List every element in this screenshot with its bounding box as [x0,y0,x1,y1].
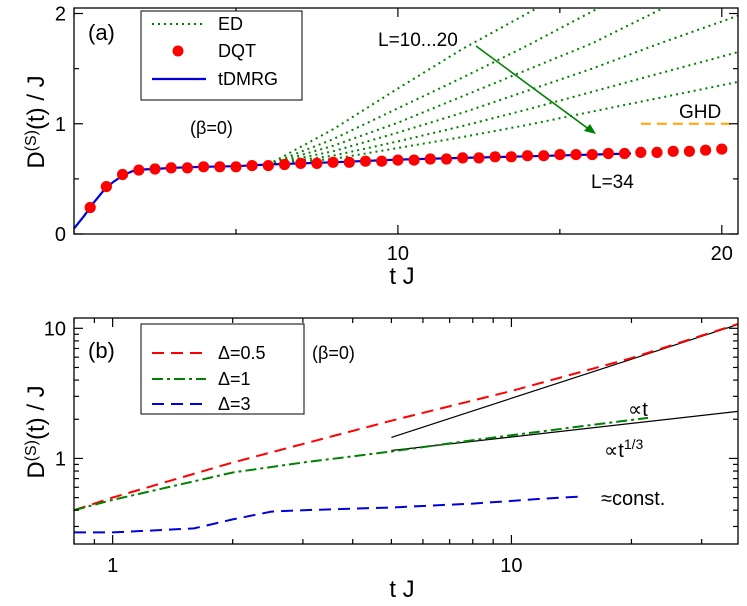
y-tick-label-a: 1 [55,114,66,136]
dqt-point [700,144,712,156]
dqt-point [359,155,372,167]
dqt-point [602,147,615,160]
const-annotation: ≈const. [601,488,665,510]
dqt-point [295,157,307,169]
dqt-point [165,162,177,174]
dqt-point [392,154,404,166]
dqt-point [521,150,534,162]
dqt-point [117,168,129,181]
dqt-point [667,145,679,157]
dqt-point [181,162,193,174]
delta-curves [74,323,738,534]
dqt-point [100,181,112,193]
panel-a: 10 20 0 1 2 (a) (β=0) L=10...20 L=34 GHD ED … [23,4,739,290]
dqt-point [473,152,485,164]
y-tick-label-a: 2 [55,4,66,26]
legend-dqt-swatch [172,45,184,57]
x-tick-label-b: 10 [500,555,522,577]
dqt-point [84,201,96,214]
legend-delta05-label: Δ=0.5 [218,343,266,363]
dqt-point [376,155,388,167]
legend-a-box [140,10,303,101]
dqt-point [311,157,323,169]
legend-a: ED DQT tDMRG [140,10,303,101]
ed-curve-l18 [268,51,738,166]
dqt-point [651,146,663,158]
xlabel-a: t J [389,263,414,290]
x-tick-label-a: 10 [387,243,409,265]
dqt-point [262,160,274,172]
guide-lines [391,323,738,452]
l-range-annotation: L=10...20 [378,30,458,51]
ed-curves [267,8,738,166]
panel-b-ticks: 1 10 1 10 [44,318,738,577]
dqt-point [278,158,291,171]
delta-curve-2 [74,495,582,534]
dqt-point [457,152,469,164]
beta-annotation-b: (β=0) [312,343,355,363]
dqt-point [343,156,355,168]
dqt-point [214,161,226,173]
dqt-point [327,156,339,168]
ghd-annotation: GHD [679,102,721,123]
legend-b: Δ=0.5 Δ=1 Δ=3 [140,323,305,415]
dqt-point [683,145,696,157]
y-tick-label-a: 0 [55,224,66,246]
dqt-point [408,154,420,166]
panel-b: 1 10 1 10 (b) (β=0) ∝t ∝t1/3 ≈const. Δ=0.5 … [23,317,739,603]
ed-curve-l20 [268,80,738,166]
panel-a-label: (a) [88,20,115,45]
dqt-point [505,151,517,163]
dqt-point [133,164,145,176]
legend-b-box [140,323,305,415]
panel-b-frame [73,317,739,545]
dqt-point [198,161,210,173]
dqt-point [230,161,242,173]
x-tick-label-b: 1 [107,555,118,577]
l34-annotation: L=34 [591,172,634,193]
dqt-point [570,149,582,161]
dqt-point [424,153,436,165]
ylabel-b: D(S)(t) / J [23,385,51,478]
legend-ed-label: ED [218,14,243,34]
y-tick-label-b: 10 [44,318,66,340]
beta-annotation-a: (β=0) [190,118,233,138]
ed-curve-l14 [268,8,664,166]
legend-delta1-label: Δ=1 [218,369,251,389]
legend-dqt-label: DQT [218,41,256,61]
dqt-point [149,163,161,175]
dqt-point [716,143,728,155]
dqt-point [538,150,550,162]
panel-b-label: (b) [88,338,115,363]
xlabel-b: t J [389,576,414,603]
ylabel-a: D(S)(t) / J [23,75,51,168]
x-tick-label-a: 20 [711,243,733,265]
prop-t13-annotation: ∝t1/3 [604,436,644,462]
legend-delta3-label: Δ=3 [218,394,251,414]
ed-curve-l10 [267,8,538,166]
panel-a-frame [73,7,739,235]
l-range-arrowhead [584,124,596,134]
dqt-point [554,149,566,161]
dqt-point [489,151,501,163]
delta-curve-0 [74,323,738,512]
delta-curve-1 [74,416,649,512]
dqt-point [635,146,647,158]
dqt-points [84,143,728,214]
dqt-point [619,147,631,160]
ed-curve-l16 [268,14,738,166]
dqt-point [246,160,258,172]
dqt-point [440,153,453,165]
y-tick-label-b: 1 [55,448,66,470]
panel-a-ticks: 10 20 0 1 2 [55,4,738,265]
l-range-arrow [475,45,591,131]
dqt-point [586,149,598,161]
legend-tdmrg-label: tDMRG [218,69,278,89]
prop-t-annotation: ∝t [628,399,648,421]
